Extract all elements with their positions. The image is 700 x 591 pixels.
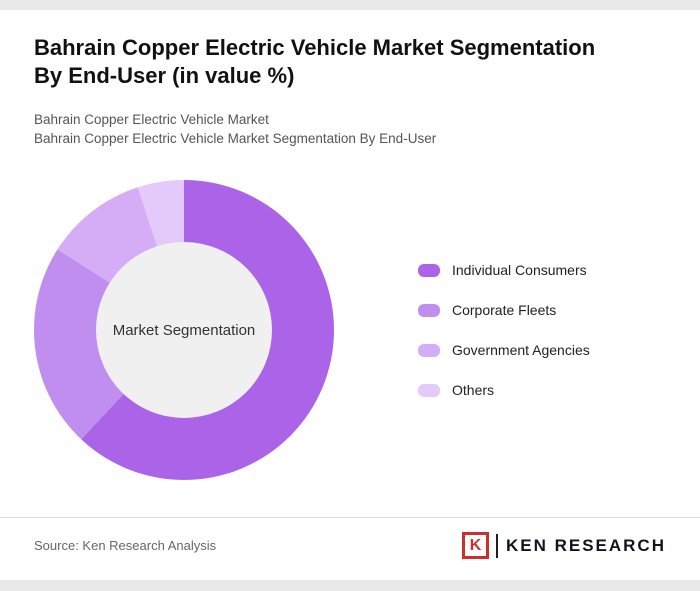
legend-swatch (418, 263, 440, 277)
legend-swatch (418, 343, 440, 357)
report-card: Bahrain Copper Electric Vehicle Market S… (0, 10, 700, 580)
footer-divider (0, 517, 700, 518)
source-text: Source: Ken Research Analysis (34, 538, 217, 553)
legend-label: Others (452, 382, 495, 398)
legend-item-others: Others (418, 382, 590, 398)
ken-research-logo: K KEN RESEARCH (461, 532, 666, 559)
chart-area: Market Segmentation Individual Consumers… (34, 180, 666, 480)
legend-label: Corporate Fleets (452, 302, 557, 318)
legend-label: Government Agencies (452, 342, 590, 358)
legend-swatch (418, 303, 440, 317)
chart-legend: Individual Consumers Corporate Fleets Go… (418, 262, 590, 398)
page-title-line2: By End-User (in value %) (34, 63, 295, 88)
legend-item-government-agencies: Government Agencies (418, 342, 590, 358)
donut-chart-wrapper: Market Segmentation (34, 180, 334, 480)
legend-item-individual-consumers: Individual Consumers (418, 262, 590, 278)
legend-label: Individual Consumers (452, 262, 587, 278)
logo-text: KEN RESEARCH (505, 535, 666, 555)
legend-item-corporate-fleets: Corporate Fleets (418, 302, 590, 318)
donut-center-label: Market Segmentation (112, 321, 256, 339)
page-title: Bahrain Copper Electric Vehicle Market S… (34, 34, 666, 90)
logo-k-icon: K (461, 532, 489, 559)
legend-swatch (418, 383, 440, 397)
donut-hole: Market Segmentation (96, 242, 272, 418)
page-title-line1: Bahrain Copper Electric Vehicle Market S… (34, 35, 596, 60)
chart-subtitles: Bahrain Copper Electric Vehicle Market B… (34, 110, 666, 148)
footer: Source: Ken Research Analysis K KEN RESE… (34, 532, 666, 559)
subtitle-market: Bahrain Copper Electric Vehicle Market (34, 112, 269, 127)
subtitle-segmentation: Bahrain Copper Electric Vehicle Market S… (34, 131, 437, 146)
logo-separator (495, 533, 498, 558)
